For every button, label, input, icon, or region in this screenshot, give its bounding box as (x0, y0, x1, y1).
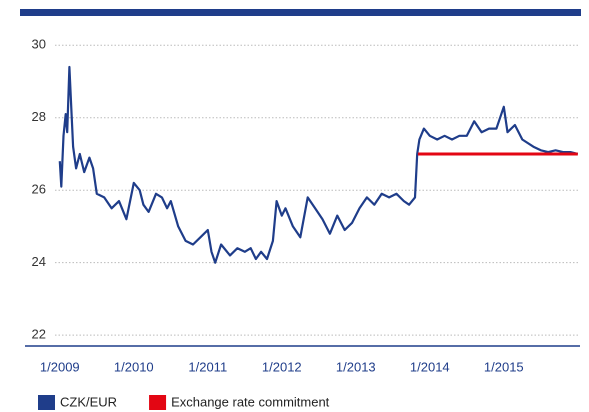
series-line (58, 65, 579, 264)
legend-label: Exchange rate commitment (171, 394, 330, 409)
x-tick-label: 1/2010 (114, 359, 154, 374)
x-tick-label: 1/2014 (410, 359, 450, 374)
y-tick-label: 30 (32, 37, 46, 52)
y-tick-label: 28 (32, 109, 46, 124)
x-tick-label: 1/2009 (40, 359, 80, 374)
x-tick-label: 1/2015 (484, 359, 524, 374)
x-tick-label: 1/2013 (336, 359, 376, 374)
header-bar (20, 9, 581, 16)
y-tick-label: 26 (32, 182, 46, 197)
legend-swatch (38, 395, 55, 410)
x-tick-label: 1/2012 (262, 359, 302, 374)
legend-swatch (149, 395, 167, 410)
y-tick-label: 22 (32, 327, 46, 342)
x-tick-label: 1/2011 (188, 359, 227, 374)
legend-label: CZK/EUR (60, 394, 117, 409)
y-tick-label: 24 (32, 254, 46, 269)
